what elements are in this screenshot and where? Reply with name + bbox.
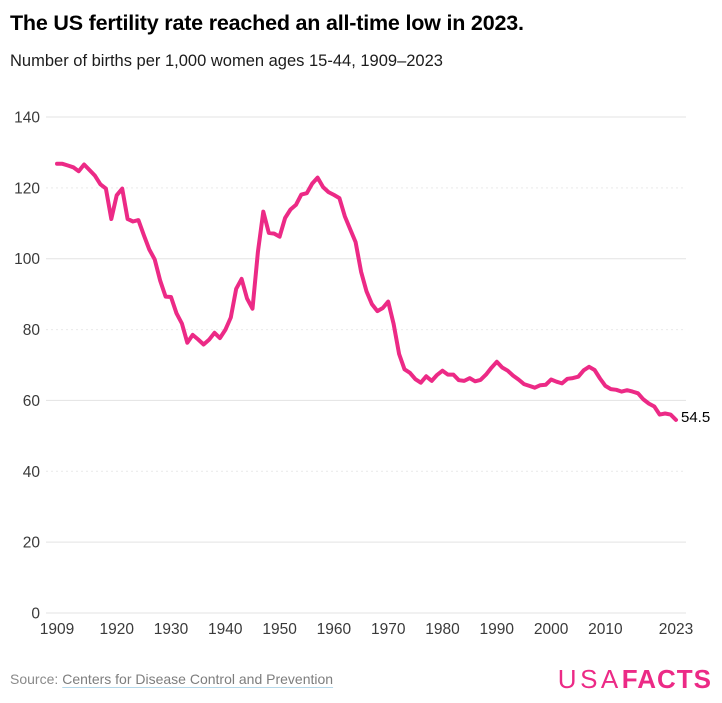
x-tick-label: 1940 xyxy=(208,621,243,638)
y-tick-label: 20 xyxy=(23,535,41,552)
x-tick-label: 1920 xyxy=(99,621,134,638)
x-tick-label: 1930 xyxy=(154,621,189,638)
x-tick-label: 1970 xyxy=(371,621,406,638)
x-tick-label: 1980 xyxy=(425,621,460,638)
x-tick-label: 1960 xyxy=(317,621,352,638)
x-tick-label: 2000 xyxy=(534,621,569,638)
x-tick-label: 2023 xyxy=(659,621,693,638)
y-tick-label: 140 xyxy=(14,110,40,127)
logo-facts-text: FACTS xyxy=(621,664,712,694)
chart-title: The US fertility rate reached an all-tim… xyxy=(10,11,524,35)
logo-usa-text: USA xyxy=(557,664,622,694)
chart-area: 0 20 40 60 80 100 120 140 1909 1920 1930 1940 1950 19… xyxy=(0,100,722,645)
y-tick-label: 0 xyxy=(31,606,40,623)
y-tick-label: 100 xyxy=(14,251,40,268)
chart-subtitle: Number of births per 1,000 women ages 15… xyxy=(10,52,443,70)
y-tick-label: 120 xyxy=(14,180,40,197)
y-tick-label: 80 xyxy=(23,322,41,339)
fertility-rate-line xyxy=(55,161,678,422)
y-tick-label: 60 xyxy=(23,393,41,410)
x-tick-label: 1990 xyxy=(480,621,515,638)
chart-footer: Source: Centers for Disease Control and P… xyxy=(0,655,722,703)
usafacts-logo: USAFACTS xyxy=(558,666,712,692)
x-tick-label: 1909 xyxy=(40,621,74,638)
x-tick-label: 2010 xyxy=(588,621,623,638)
y-tick-label: 40 xyxy=(23,464,41,481)
latest-value-label: 54.5 xyxy=(681,409,711,426)
x-tick-label: 1950 xyxy=(262,621,297,638)
source-note: Source: Centers for Disease Control and P… xyxy=(10,671,333,687)
source-prefix: Source: xyxy=(10,671,59,687)
source-link[interactable]: Centers for Disease Control and Preventi… xyxy=(62,671,334,687)
fertility-line-chart: 0 20 40 60 80 100 120 140 1909 1920 1930 1940 1950 19… xyxy=(14,110,693,639)
